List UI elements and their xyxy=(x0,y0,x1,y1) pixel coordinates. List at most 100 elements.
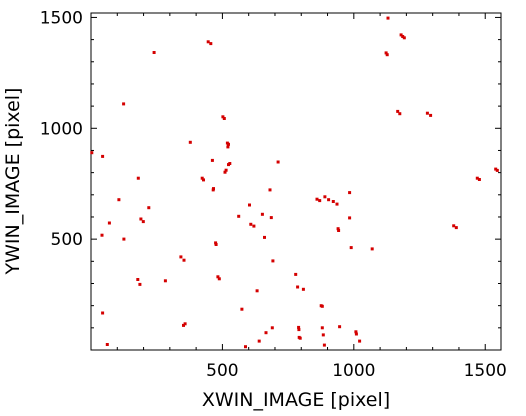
data-point xyxy=(214,243,218,246)
data-point xyxy=(354,330,358,334)
x-tick-label: 1000 xyxy=(332,361,375,381)
data-point xyxy=(101,154,105,158)
data-point xyxy=(240,307,244,311)
data-point xyxy=(370,247,374,251)
data-point xyxy=(452,224,456,228)
data-point xyxy=(494,167,498,171)
data-point xyxy=(320,304,324,308)
data-point xyxy=(294,272,298,276)
data-point xyxy=(396,109,400,113)
data-point xyxy=(315,197,319,201)
data-point xyxy=(200,176,204,180)
data-point xyxy=(107,221,111,225)
data-point xyxy=(210,158,214,162)
data-point xyxy=(248,203,251,207)
data-point xyxy=(252,224,256,228)
data-point xyxy=(268,188,272,192)
data-point xyxy=(101,311,105,315)
data-point xyxy=(323,195,327,199)
data-point xyxy=(320,326,324,330)
data-point xyxy=(216,275,220,279)
y-tick-label: 1500 xyxy=(40,8,83,28)
data-point xyxy=(122,102,126,106)
data-point xyxy=(138,282,142,286)
data-point xyxy=(141,220,145,224)
y-axis-label: YWIN_IMAGE [pixel] xyxy=(2,88,24,276)
data-point xyxy=(384,51,388,55)
data-point xyxy=(214,241,218,245)
data-point xyxy=(336,227,340,231)
plot-frame xyxy=(90,12,502,351)
data-point xyxy=(338,325,342,329)
data-point xyxy=(224,168,228,172)
data-point xyxy=(136,278,140,281)
data-point xyxy=(136,176,140,180)
data-point xyxy=(206,40,210,44)
data-point xyxy=(255,289,259,293)
data-point xyxy=(152,51,156,54)
y-tick-label: 500 xyxy=(51,230,83,250)
data-point xyxy=(271,259,275,263)
data-point xyxy=(139,217,143,221)
x-axis-label: XWIN_IMAGE [pixel] xyxy=(202,389,390,411)
x-tick-label: 500 xyxy=(206,361,238,381)
data-point xyxy=(223,170,227,174)
tick-labels: 500 1000 1500 500 1000 1500 xyxy=(40,8,507,381)
data-point xyxy=(327,198,331,202)
data-point xyxy=(402,36,406,40)
data-point xyxy=(237,214,241,218)
data-point xyxy=(182,323,185,327)
data-point xyxy=(301,287,305,291)
data-point xyxy=(296,285,300,289)
data-point xyxy=(297,328,301,332)
data-point xyxy=(244,345,247,349)
data-point xyxy=(188,140,192,144)
data-point xyxy=(202,178,205,182)
data-point xyxy=(454,226,458,230)
data-point xyxy=(475,176,479,180)
data-point xyxy=(318,199,322,203)
data-point xyxy=(182,258,186,262)
data-point xyxy=(477,178,481,181)
data-point xyxy=(260,212,264,216)
data-point xyxy=(249,222,253,226)
data-point xyxy=(226,145,230,149)
data-point xyxy=(386,16,390,20)
data-point xyxy=(264,331,268,335)
data-point xyxy=(100,233,104,237)
data-point xyxy=(276,160,280,164)
data-point xyxy=(217,277,221,281)
data-point xyxy=(163,279,167,283)
data-point xyxy=(358,339,362,343)
data-point xyxy=(429,113,433,117)
data-point xyxy=(349,246,353,250)
data-point xyxy=(297,325,301,329)
data-point xyxy=(228,162,232,165)
data-point xyxy=(222,117,226,120)
data-point xyxy=(269,216,273,220)
data-point xyxy=(398,112,402,116)
data-point xyxy=(105,343,109,346)
data-point xyxy=(209,42,213,46)
data-point xyxy=(321,333,325,337)
x-tick-label: 1500 xyxy=(464,361,507,381)
data-point xyxy=(263,235,266,239)
data-point xyxy=(348,191,352,195)
data-point xyxy=(399,33,403,37)
data-point xyxy=(179,255,183,259)
data-point xyxy=(122,237,126,241)
data-point xyxy=(211,188,215,192)
data-point xyxy=(117,198,121,202)
data-point xyxy=(90,151,94,155)
data-point xyxy=(298,336,302,340)
axis-ticks xyxy=(91,13,501,350)
data-point xyxy=(425,111,429,115)
data-point xyxy=(354,332,358,336)
y-tick-label: 1000 xyxy=(40,119,83,139)
data-point xyxy=(495,168,499,172)
data-point xyxy=(227,142,230,146)
data-point xyxy=(401,35,405,38)
data-point xyxy=(331,200,335,203)
